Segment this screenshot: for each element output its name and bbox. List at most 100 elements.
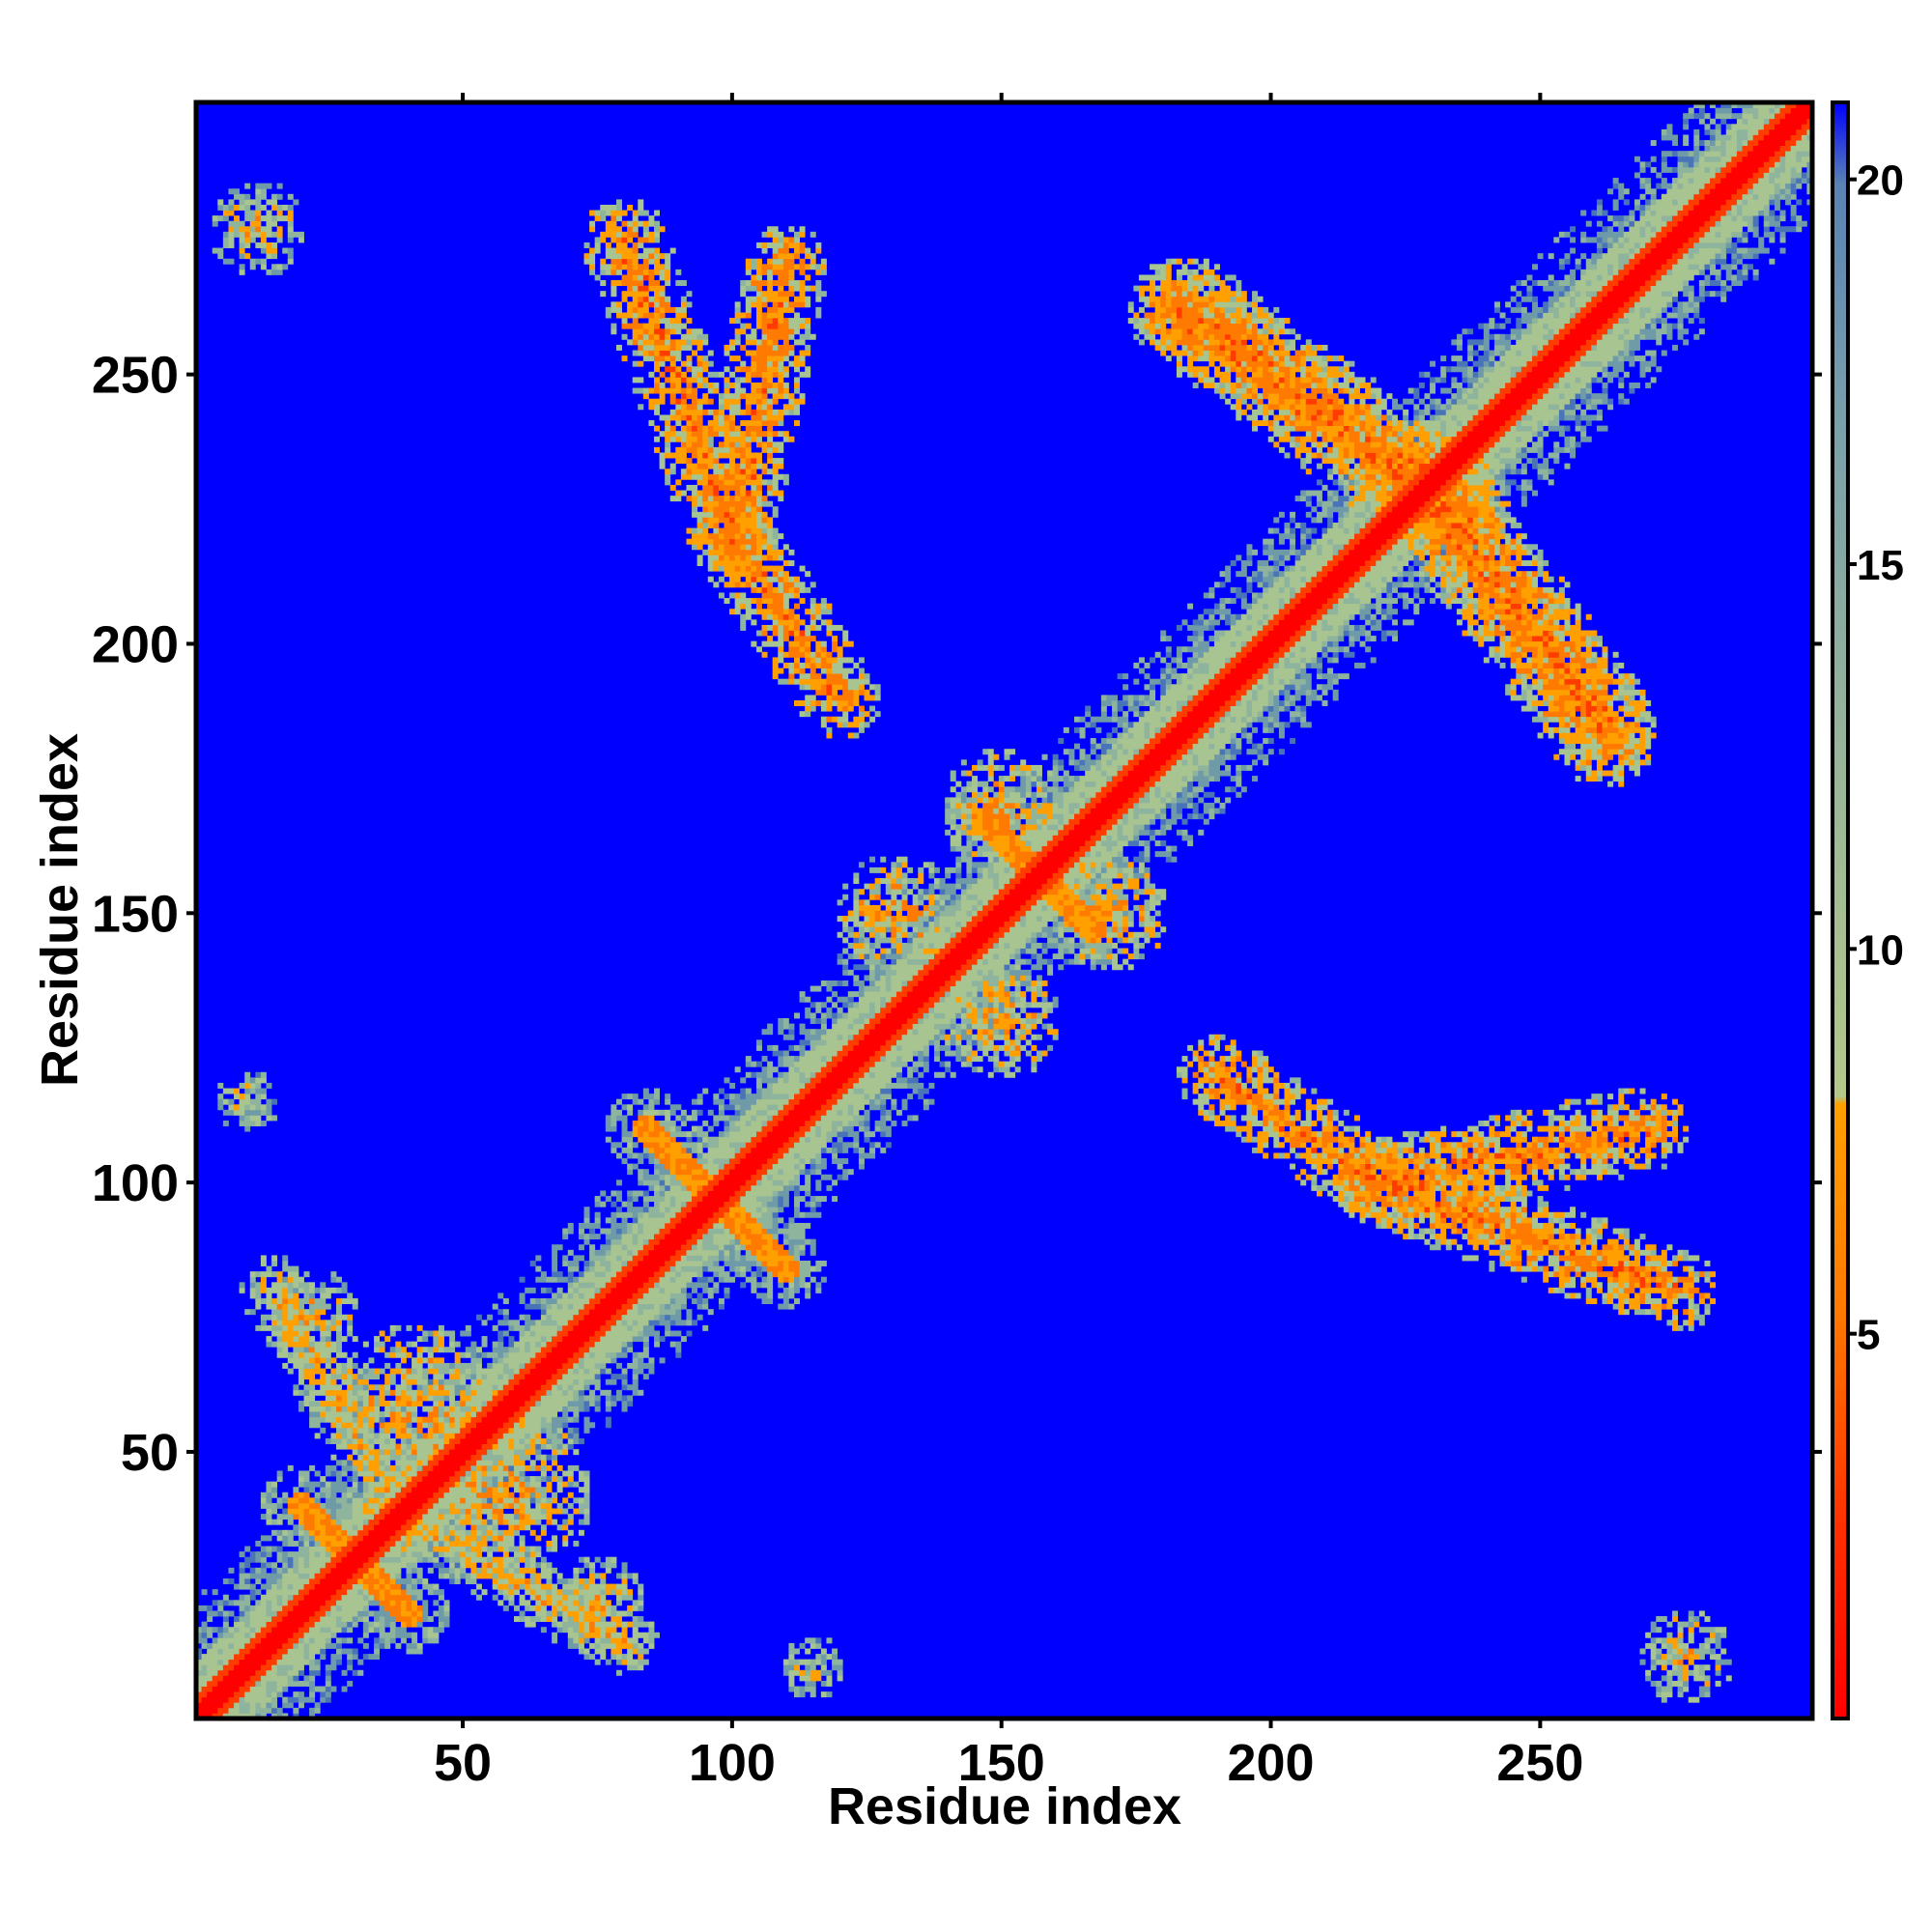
- heatmap-cell: [374, 1600, 381, 1606]
- heatmap-cell: [276, 1519, 283, 1525]
- heatmap-cell: [389, 1583, 396, 1590]
- heatmap-cell: [659, 1298, 666, 1304]
- heatmap-cell: [293, 1324, 299, 1331]
- heatmap-cell: [379, 1443, 385, 1450]
- heatmap-cell: [654, 1179, 660, 1186]
- heatmap-cell: [309, 1642, 316, 1649]
- heatmap-cell: [309, 1287, 316, 1293]
- heatmap-cell: [341, 1637, 348, 1644]
- heatmap-cell: [314, 1702, 321, 1709]
- heatmap-cell: [654, 323, 660, 329]
- heatmap-cell: [357, 1535, 364, 1542]
- heatmap-cell: [234, 188, 241, 195]
- heatmap-cell: [546, 1320, 553, 1326]
- heatmap-cell: [357, 1578, 364, 1584]
- heatmap-cell: [638, 1222, 644, 1229]
- heatmap-cell: [320, 1551, 327, 1558]
- heatmap-cell: [379, 1454, 385, 1461]
- heatmap-cell: [648, 220, 655, 227]
- heatmap-cell: [546, 1546, 553, 1552]
- heatmap-cell: [443, 1535, 450, 1542]
- heatmap-cell: [330, 1411, 337, 1418]
- heatmap-cell: [352, 1438, 358, 1444]
- heatmap-cell: [642, 253, 649, 260]
- heatmap-cell: [320, 1400, 327, 1406]
- heatmap-cell: [309, 1368, 316, 1375]
- heatmap-cell: [611, 1109, 617, 1116]
- heatmap-cell: [357, 1464, 364, 1471]
- heatmap-cell: [362, 1594, 369, 1601]
- heatmap-cell: [260, 1713, 267, 1719]
- heatmap-cell: [669, 1309, 676, 1316]
- heatmap-cell: [362, 1519, 369, 1525]
- heatmap-cell: [502, 1535, 509, 1542]
- heatmap-cell: [347, 1492, 354, 1498]
- heatmap-cell: [374, 1616, 381, 1623]
- heatmap-cell: [535, 1476, 542, 1483]
- heatmap-cell: [454, 1508, 461, 1515]
- heatmap-cell: [594, 1314, 601, 1321]
- heatmap-cell: [449, 1443, 456, 1450]
- heatmap-cell: [320, 1686, 327, 1692]
- heatmap-cell: [540, 1378, 547, 1385]
- heatmap-cell: [562, 1341, 569, 1348]
- heatmap-cell: [287, 1664, 294, 1671]
- heatmap-cell: [546, 1514, 553, 1520]
- heatmap-cell: [514, 1320, 520, 1326]
- heatmap-cell: [368, 1600, 375, 1606]
- heatmap-cell: [325, 1464, 331, 1471]
- heatmap-cell: [525, 1481, 531, 1488]
- heatmap-cell: [611, 231, 617, 238]
- heatmap-cell: [249, 1088, 256, 1094]
- heatmap-cell: [335, 1540, 342, 1547]
- heatmap-cell: [600, 1648, 607, 1655]
- heatmap-cell: [335, 1529, 342, 1536]
- heatmap-cell: [475, 1492, 482, 1498]
- heatmap-cell: [552, 1567, 558, 1574]
- heatmap-cell: [384, 1378, 391, 1385]
- heatmap-cell: [239, 242, 245, 248]
- heatmap-cell: [449, 1378, 456, 1385]
- heatmap-cell: [249, 1573, 256, 1579]
- heatmap-cell: [525, 1464, 531, 1471]
- heatmap-cell: [642, 323, 649, 329]
- heatmap-cell: [379, 1642, 385, 1649]
- heatmap-cell: [293, 1293, 299, 1299]
- heatmap-cell: [438, 1449, 444, 1456]
- heatmap-cell: [412, 1648, 418, 1655]
- heatmap-cell: [638, 1136, 644, 1143]
- heatmap-cell: [611, 1351, 617, 1358]
- heatmap-cell: [552, 1336, 558, 1343]
- heatmap-cell: [487, 1427, 494, 1434]
- heatmap-cell: [615, 199, 622, 206]
- heatmap-cell: [615, 1152, 622, 1159]
- heatmap-cell: [583, 1368, 590, 1375]
- heatmap-cell: [669, 1228, 676, 1235]
- heatmap-cell: [525, 1347, 531, 1353]
- heatmap-cell: [368, 1502, 375, 1509]
- heatmap-cell: [384, 1389, 391, 1396]
- heatmap-cell: [357, 1589, 364, 1596]
- heatmap-cell: [529, 1546, 536, 1552]
- heatmap-cell: [266, 269, 272, 275]
- heatmap-cell: [287, 1368, 294, 1375]
- heatmap-cell: [303, 1535, 310, 1542]
- heatmap-cell: [443, 1502, 450, 1509]
- heatmap-cell: [583, 1314, 590, 1321]
- heatmap-cell: [632, 1190, 639, 1197]
- heatmap-cell: [583, 1497, 590, 1504]
- heatmap-cell: [648, 1632, 655, 1638]
- heatmap-cell: [492, 1524, 498, 1531]
- heatmap-cell: [266, 231, 272, 238]
- heatmap-cell: [293, 1497, 299, 1504]
- heatmap-cell: [562, 1351, 569, 1358]
- heatmap-cell: [239, 1573, 245, 1579]
- heatmap-cell: [362, 1524, 369, 1531]
- heatmap-cell: [583, 1260, 590, 1266]
- heatmap-cell: [567, 1260, 574, 1266]
- heatmap-cell: [497, 1389, 504, 1396]
- heatmap-cell: [627, 1255, 634, 1262]
- heatmap-cell: [347, 1476, 354, 1483]
- heatmap-cell: [481, 1573, 488, 1579]
- heatmap-cell: [529, 1492, 536, 1498]
